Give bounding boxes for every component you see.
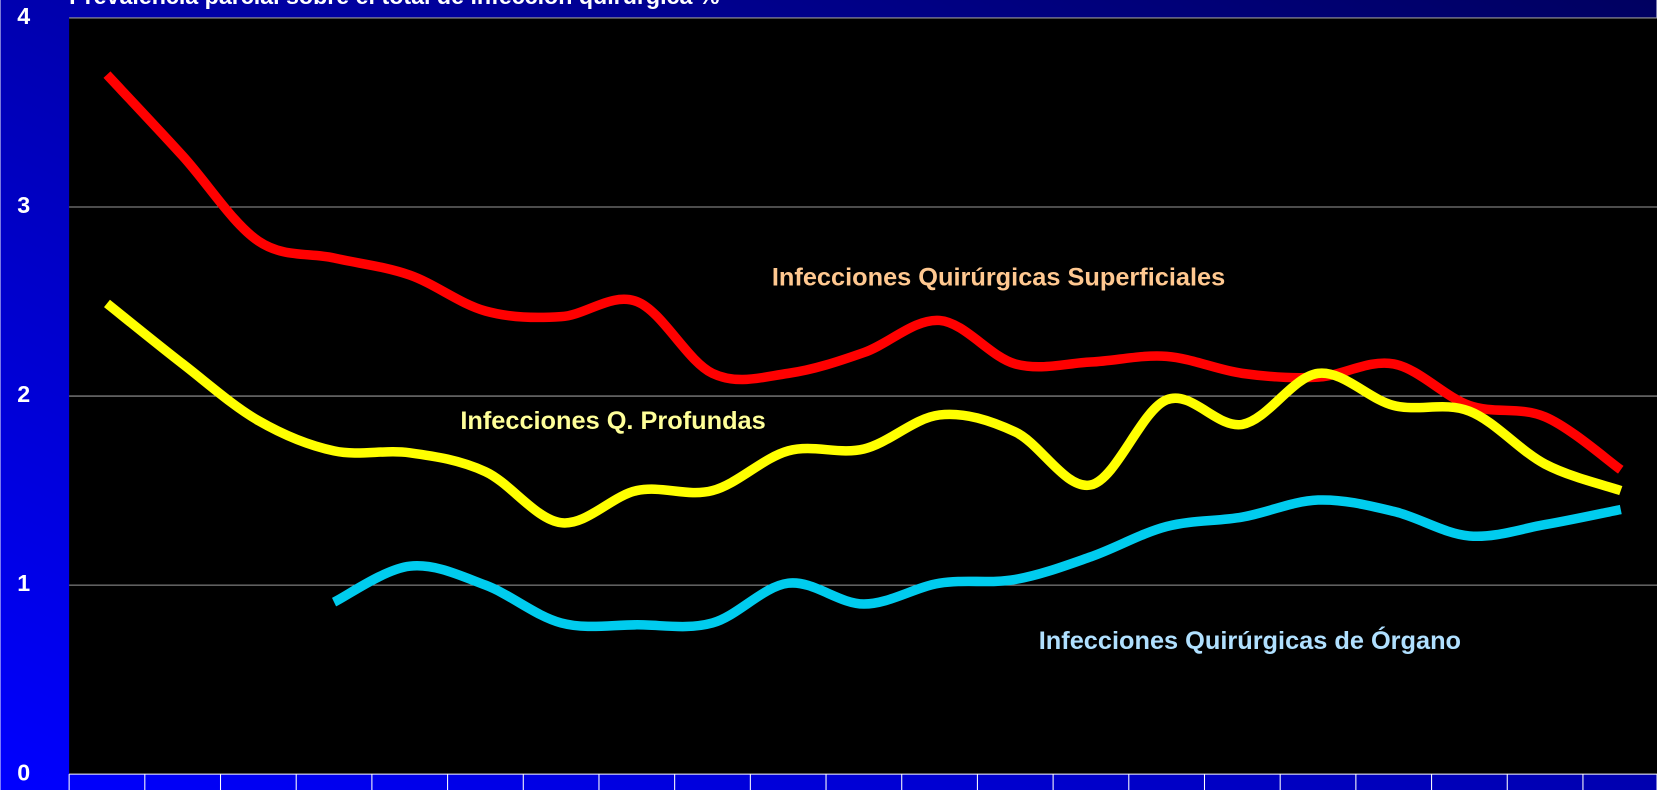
chart-title: Prevalencia parcial sobre el total de in… — [69, 0, 720, 9]
series-line — [331, 495, 1622, 632]
series-line — [104, 299, 1623, 528]
y-tick-label: 2 — [17, 381, 30, 407]
series-label: Infecciones Quirúrgicas de Órgano — [1039, 625, 1461, 655]
series-label: Infecciones Q. Profundas — [460, 407, 765, 435]
series-line — [103, 71, 1624, 474]
series-label: Infecciones Quirúrgicas Superficiales — [772, 264, 1225, 292]
y-tick-label: 1 — [17, 570, 30, 596]
y-tick-label: 3 — [17, 192, 30, 218]
y-tick-label: 0 — [17, 759, 30, 785]
y-tick-label: 4 — [17, 3, 30, 29]
